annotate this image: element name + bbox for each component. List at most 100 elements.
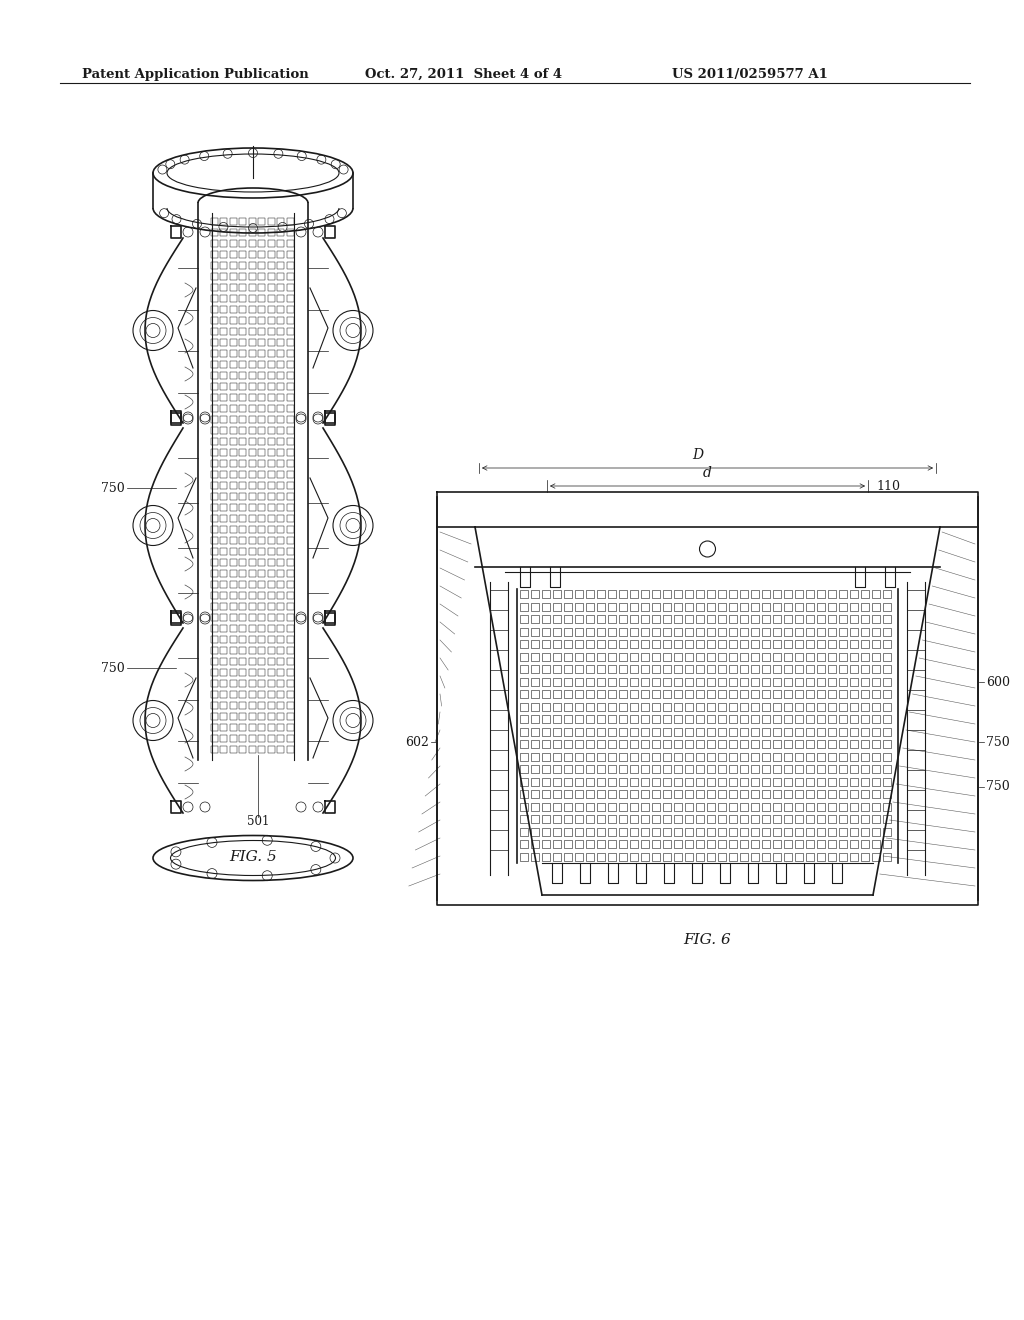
Bar xyxy=(211,426,217,433)
Bar xyxy=(795,727,803,735)
Bar xyxy=(608,652,616,660)
Bar xyxy=(696,640,705,648)
Bar xyxy=(239,393,246,400)
Bar xyxy=(663,828,671,836)
Bar xyxy=(762,777,770,785)
Bar xyxy=(861,840,869,847)
Bar xyxy=(729,640,737,648)
Bar xyxy=(258,317,265,323)
Bar xyxy=(729,702,737,710)
Bar xyxy=(773,828,781,836)
Bar xyxy=(239,635,246,643)
Bar xyxy=(773,789,781,799)
Bar xyxy=(220,383,227,389)
Bar xyxy=(287,251,294,257)
Bar xyxy=(740,715,748,723)
Bar xyxy=(278,470,284,478)
Bar xyxy=(575,766,583,774)
Bar xyxy=(239,680,246,686)
Bar xyxy=(652,702,660,710)
Bar xyxy=(278,713,284,719)
Bar xyxy=(861,715,869,723)
Bar xyxy=(663,627,671,635)
Bar xyxy=(696,590,705,598)
Bar xyxy=(229,251,237,257)
Bar xyxy=(267,525,274,532)
Bar xyxy=(718,741,726,748)
Bar xyxy=(278,284,284,290)
Bar xyxy=(817,814,825,822)
Bar xyxy=(531,803,539,810)
Bar xyxy=(287,548,294,554)
Bar xyxy=(229,515,237,521)
Bar xyxy=(278,525,284,532)
Bar xyxy=(229,294,237,301)
Bar xyxy=(287,317,294,323)
Bar xyxy=(249,416,256,422)
Bar xyxy=(784,590,792,598)
Bar xyxy=(267,294,274,301)
Bar xyxy=(817,803,825,810)
Bar xyxy=(663,752,671,760)
Bar xyxy=(278,294,284,301)
Bar xyxy=(641,828,649,836)
Bar xyxy=(729,840,737,847)
Bar xyxy=(278,647,284,653)
Bar xyxy=(564,777,572,785)
Bar xyxy=(861,727,869,735)
Bar xyxy=(839,789,847,799)
Bar xyxy=(531,777,539,785)
Bar xyxy=(718,777,726,785)
Bar xyxy=(229,459,237,466)
Bar xyxy=(817,777,825,785)
Bar xyxy=(740,789,748,799)
Bar xyxy=(861,627,869,635)
Bar xyxy=(674,590,682,598)
Bar xyxy=(751,590,759,598)
Bar xyxy=(211,746,217,752)
Bar xyxy=(249,558,256,565)
Text: 602: 602 xyxy=(406,735,429,748)
Bar xyxy=(861,853,869,861)
Bar xyxy=(696,615,705,623)
Bar xyxy=(267,624,274,631)
Bar xyxy=(220,437,227,445)
Bar xyxy=(531,627,539,635)
Bar xyxy=(608,665,616,673)
Bar xyxy=(239,360,246,367)
Bar xyxy=(707,828,715,836)
Bar xyxy=(707,752,715,760)
Bar xyxy=(806,677,814,685)
Bar xyxy=(817,690,825,698)
Bar xyxy=(220,317,227,323)
Bar xyxy=(674,640,682,648)
Bar xyxy=(287,723,294,730)
Bar xyxy=(211,350,217,356)
Bar xyxy=(586,828,594,836)
Bar xyxy=(795,640,803,648)
Bar xyxy=(718,690,726,698)
Bar xyxy=(652,652,660,660)
Bar xyxy=(211,360,217,367)
Bar xyxy=(652,814,660,822)
Bar xyxy=(267,251,274,257)
Bar xyxy=(839,803,847,810)
Bar xyxy=(641,777,649,785)
Bar xyxy=(861,590,869,598)
Bar xyxy=(229,734,237,742)
Bar xyxy=(278,657,284,664)
Bar xyxy=(740,677,748,685)
Bar xyxy=(597,640,605,648)
Bar xyxy=(553,727,561,735)
Bar xyxy=(663,715,671,723)
Bar xyxy=(575,665,583,673)
Bar xyxy=(806,702,814,710)
Bar xyxy=(211,228,217,235)
Bar xyxy=(795,741,803,748)
Bar xyxy=(872,789,880,799)
Bar xyxy=(872,677,880,685)
Bar xyxy=(564,766,572,774)
Bar xyxy=(872,803,880,810)
Bar xyxy=(211,624,217,631)
Bar xyxy=(229,591,237,598)
